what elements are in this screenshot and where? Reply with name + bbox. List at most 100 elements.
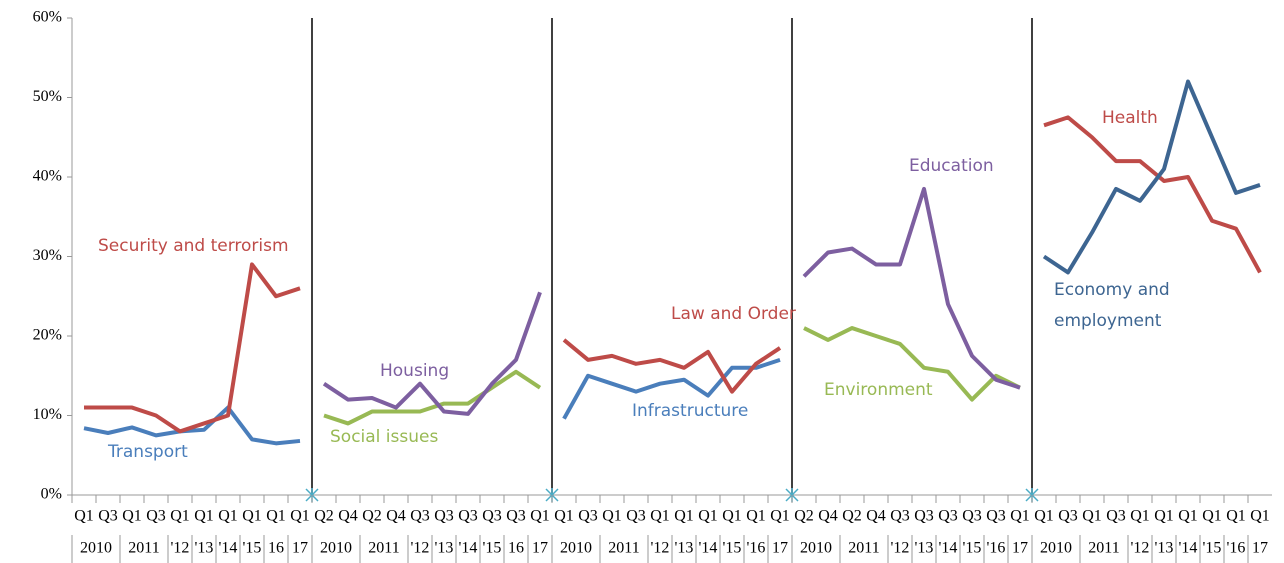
x-tick-label: Q3 <box>506 508 526 525</box>
x-tick-label: Q4 <box>338 508 358 525</box>
x-group-label: 17 <box>1252 540 1268 557</box>
x-group-label: '12 <box>411 540 430 557</box>
x-group-label: '12 <box>1131 540 1150 557</box>
y-tick-label: 20% <box>33 327 62 344</box>
x-tick-label: Q3 <box>410 508 430 525</box>
x-tick-label: Q3 <box>458 508 478 525</box>
x-group-label: 2010 <box>80 540 112 557</box>
x-tick-label: Q1 <box>674 508 694 525</box>
x-tick-label: Q4 <box>866 508 886 525</box>
series-label: Law and Order <box>671 304 796 324</box>
x-group-label: 2010 <box>1040 540 1072 557</box>
x-group-label: 2011 <box>128 540 159 557</box>
x-tick-label: Q3 <box>890 508 910 525</box>
x-tick-label: Q1 <box>1202 508 1222 525</box>
x-group-label: 17 <box>1012 540 1028 557</box>
x-tick-label: Q4 <box>818 508 838 525</box>
x-tick-label: Q1 <box>1010 508 1030 525</box>
x-group-label: 16 <box>508 540 524 557</box>
x-tick-label: Q3 <box>986 508 1006 525</box>
x-group-label: 2011 <box>1088 540 1119 557</box>
x-group-label: '15 <box>723 540 742 557</box>
x-group-label: '12 <box>891 540 910 557</box>
x-tick-label: Q1 <box>650 508 670 525</box>
x-group-label: '13 <box>675 540 694 557</box>
series-line <box>322 291 542 416</box>
x-group-label: 2010 <box>560 540 592 557</box>
x-group-label: '14 <box>219 540 238 557</box>
x-tick-label: Q3 <box>938 508 958 525</box>
series-line <box>1043 115 1262 274</box>
x-group-label: '14 <box>1179 540 1198 557</box>
x-group-label: 17 <box>772 540 788 557</box>
series-label: Education <box>909 156 994 176</box>
x-tick-label: Q1 <box>242 508 262 525</box>
series-label: Health <box>1102 108 1158 128</box>
x-tick-label: Q1 <box>194 508 214 525</box>
x-tick-label: Q1 <box>530 508 550 525</box>
series-line <box>83 405 301 446</box>
x-tick-label: Q2 <box>314 508 334 525</box>
x-tick-label: Q3 <box>98 508 118 525</box>
x-group-label: '16 <box>1227 540 1246 557</box>
x-tick-label: Q1 <box>74 508 94 525</box>
x-tick-label: Q1 <box>1082 508 1102 525</box>
series-label: Environment <box>824 380 933 400</box>
x-group-label: 2011 <box>368 540 399 557</box>
series-label: Security and terrorism <box>98 236 289 256</box>
y-tick-label: 10% <box>33 406 62 423</box>
x-group-label: '16 <box>987 540 1006 557</box>
x-tick-label: Q3 <box>482 508 502 525</box>
x-tick-label: Q1 <box>602 508 622 525</box>
x-group-label: '14 <box>939 540 958 557</box>
x-group-label: '15 <box>963 540 982 557</box>
x-group-label: 16 <box>268 540 284 557</box>
x-group-label: '12 <box>171 540 190 557</box>
x-group-label: 17 <box>292 540 308 557</box>
x-group-label: '12 <box>651 540 670 557</box>
x-group-label: '15 <box>243 540 262 557</box>
x-tick-label: Q1 <box>698 508 718 525</box>
series-line <box>562 338 782 394</box>
x-tick-label: Q1 <box>122 508 142 525</box>
x-tick-label: Q1 <box>218 508 238 525</box>
x-tick-label: Q3 <box>578 508 598 525</box>
x-tick-label: Q1 <box>290 508 310 525</box>
y-tick-label: 30% <box>33 247 62 264</box>
x-tick-label: Q1 <box>170 508 190 525</box>
series-label: Economy and employment <box>1054 280 1170 331</box>
x-group-label: 2011 <box>608 540 639 557</box>
x-tick-label: Q1 <box>746 508 766 525</box>
x-tick-label: Q1 <box>1034 508 1054 525</box>
y-tick-label: 60% <box>33 9 62 26</box>
y-tick-label: 0% <box>41 486 62 503</box>
x-tick-label: Q2 <box>842 508 862 525</box>
x-group-label: '13 <box>435 540 454 557</box>
x-group-label: '14 <box>459 540 478 557</box>
series-label: Social issues <box>330 427 439 447</box>
series-line <box>562 357 781 420</box>
series-label: Transport <box>108 442 188 462</box>
y-tick-label: 50% <box>33 88 62 105</box>
x-tick-label: Q3 <box>1106 508 1126 525</box>
x-tick-label: Q2 <box>362 508 382 525</box>
x-group-label: 2010 <box>320 540 352 557</box>
x-tick-label: Q1 <box>1226 508 1246 525</box>
x-group-label: '14 <box>699 540 718 557</box>
x-tick-label: Q4 <box>386 508 406 525</box>
x-tick-label: Q1 <box>722 508 742 525</box>
x-tick-label: Q3 <box>914 508 934 525</box>
x-group-label: '13 <box>1155 540 1174 557</box>
x-tick-label: Q1 <box>1130 508 1150 525</box>
x-tick-label: Q1 <box>266 508 286 525</box>
x-tick-label: Q1 <box>554 508 574 525</box>
series-line <box>323 369 542 426</box>
x-tick-label: Q1 <box>1178 508 1198 525</box>
series-line <box>802 186 1021 390</box>
series-line <box>1042 79 1261 275</box>
x-tick-label: Q3 <box>434 508 454 525</box>
x-tick-label: Q1 <box>1154 508 1174 525</box>
x-tick-label: Q3 <box>626 508 646 525</box>
